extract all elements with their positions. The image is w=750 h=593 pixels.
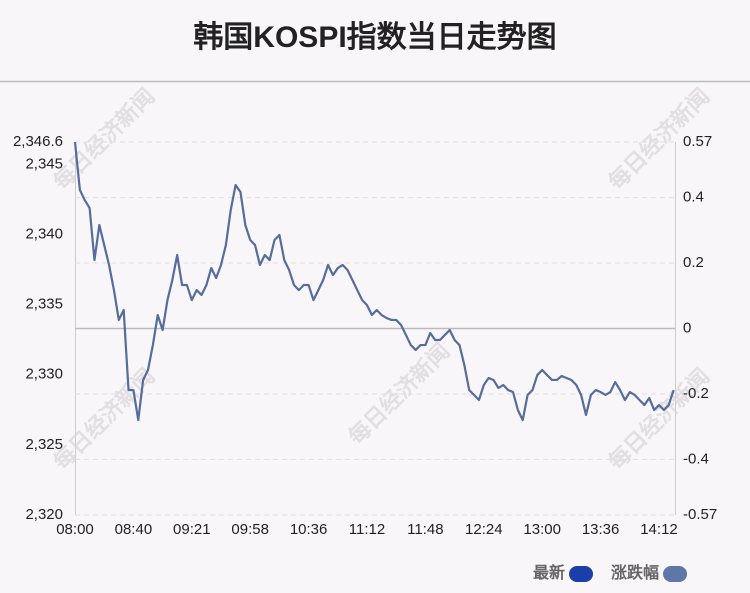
y-tick-label: 2,346.6 (13, 133, 63, 150)
x-tick-label: 14:12 (640, 521, 678, 538)
y2-tick-label: -0.4 (683, 450, 709, 467)
x-tick-label: 13:36 (582, 521, 620, 538)
y2-tick-label: -0.2 (683, 385, 709, 402)
x-tick-label: 09:21 (173, 521, 211, 538)
y2-tick-label: 0 (683, 319, 691, 336)
legend-label: 最新 (533, 563, 565, 582)
line (73, 141, 675, 422)
y2-tick-label: -0.57 (683, 506, 717, 523)
y-tick-label: 2,325 (25, 436, 63, 453)
legend-label: 涨跌幅 (611, 563, 659, 582)
x-tick-label: 09:58 (231, 521, 269, 538)
y-tick-label: 2,345 (25, 155, 63, 172)
x-tick-label: 08:00 (56, 521, 94, 538)
chart-title: 韩国KOSPI指数当日走势图 (193, 21, 556, 54)
y2-tick-label: 0.2 (683, 254, 704, 271)
x-tick-label: 10:36 (290, 521, 328, 538)
x-tick-label: 08:40 (115, 521, 153, 538)
x-tick-label: 11:12 (349, 521, 385, 538)
legend-swatch (569, 566, 594, 582)
x-tick-label: 11:48 (407, 521, 443, 538)
y-tick-label: 2,340 (25, 226, 63, 243)
y2-tick-label: 0.4 (683, 189, 704, 206)
legend-swatch (663, 566, 688, 582)
x-tick-label: 12:24 (465, 521, 503, 538)
y-tick-label: 2,335 (25, 296, 63, 313)
y2-tick-label: 0.57 (683, 133, 712, 150)
y-tick-label: 2,320 (25, 506, 63, 523)
y-tick-label: 2,330 (25, 366, 63, 383)
x-tick-label: 13:00 (523, 521, 561, 538)
